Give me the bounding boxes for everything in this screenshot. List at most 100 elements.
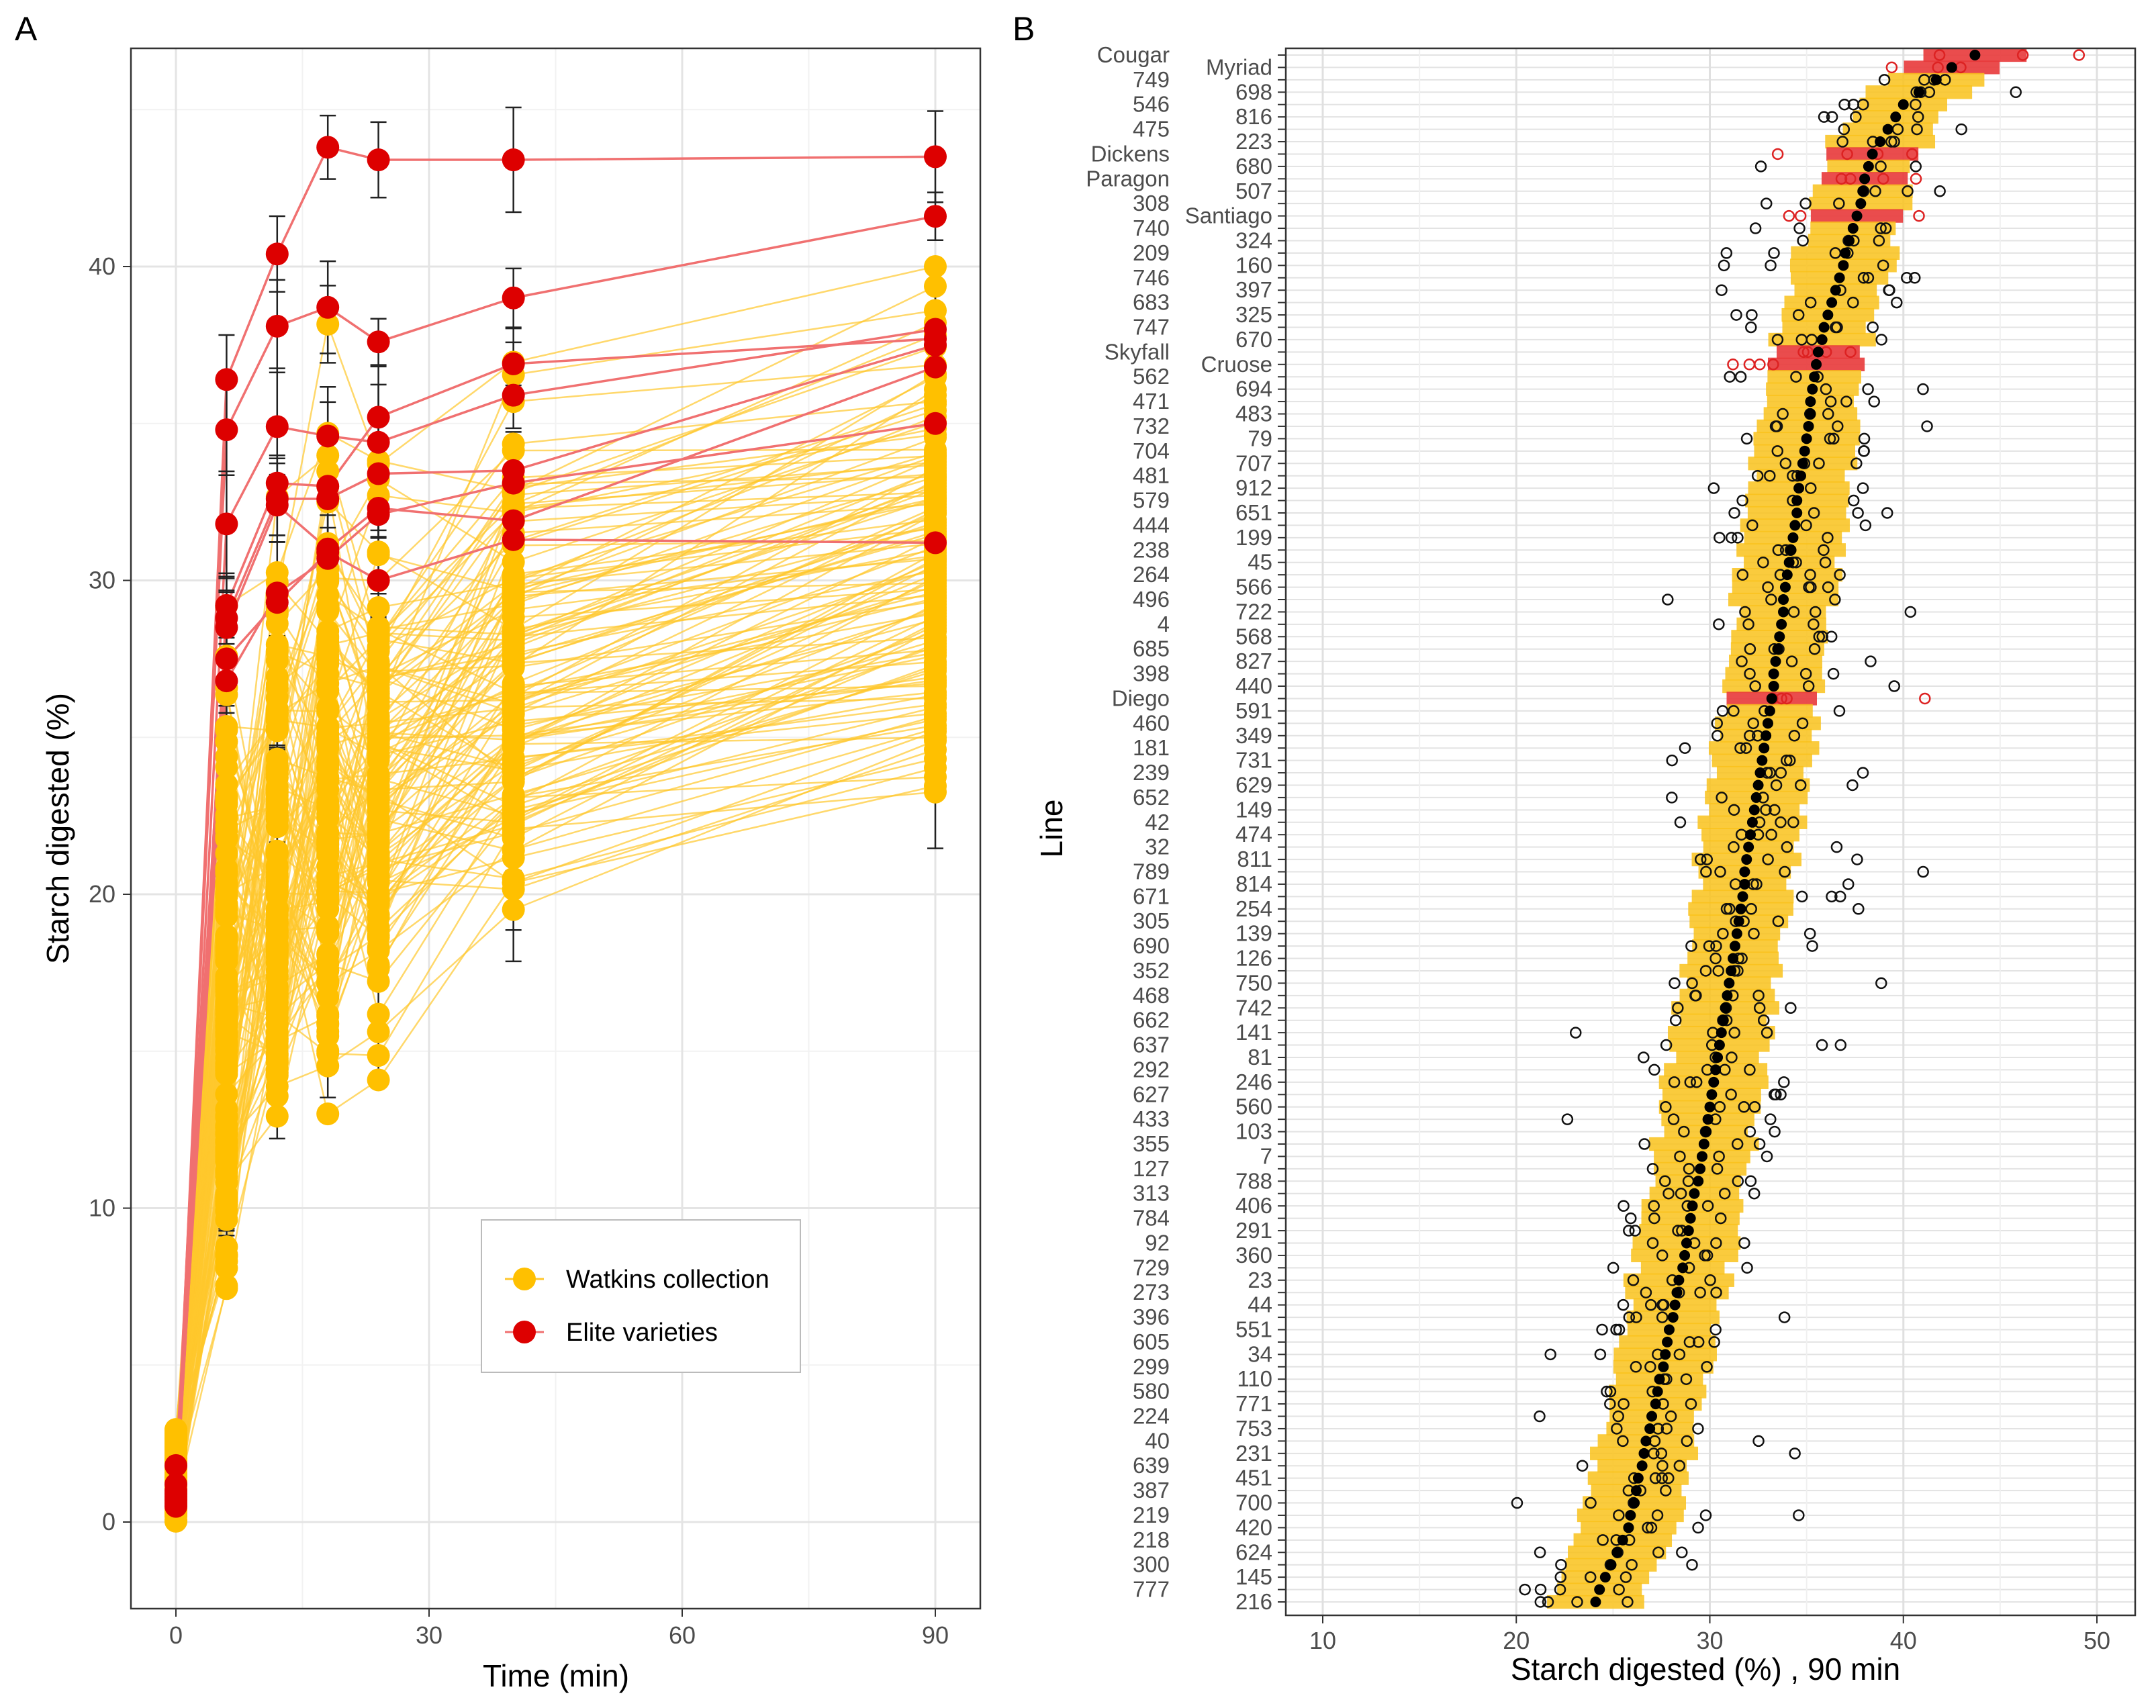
replicate-point	[1690, 1076, 1703, 1088]
mean-point-551	[1663, 1324, 1675, 1335]
replicate-point	[1813, 457, 1825, 470]
y-tick-label-223: 223	[1235, 129, 1272, 154]
replicate-point	[1917, 383, 1929, 395]
elite-point-myriad	[924, 205, 947, 228]
elite-point-cougar	[502, 148, 525, 172]
mean-point-160	[1838, 260, 1849, 271]
replicate-point	[1827, 667, 1840, 680]
replicate-point	[1771, 445, 1784, 457]
mean-point-546	[1897, 99, 1909, 110]
replicate-point	[1710, 1237, 1722, 1249]
y-tick-label-507: 507	[1235, 179, 1272, 203]
replicate-point	[1644, 1361, 1656, 1373]
y-tick-label-683: 683	[1133, 290, 1170, 315]
mean-point-460	[1762, 718, 1773, 729]
mean-point-224	[1646, 1411, 1658, 1422]
replicate-point	[1645, 1521, 1658, 1534]
replicate-point	[1534, 1410, 1546, 1423]
watkins-point	[215, 755, 238, 779]
replicate-point	[1828, 432, 1840, 445]
watkins-point	[215, 1165, 238, 1188]
y-tick-label-694: 694	[1235, 377, 1272, 401]
panel-b-x-title: Starch digested (%) , 90 min	[1511, 1652, 1900, 1687]
y-tick-label-149: 149	[1235, 797, 1272, 822]
x-tick-label: 90	[922, 1621, 949, 1649]
replicate-point	[1891, 296, 1903, 309]
replicate-point	[1618, 1200, 1630, 1212]
elite-point-skyfall	[265, 493, 289, 517]
replicate-point	[1754, 160, 1767, 173]
y-tick-label-444: 444	[1133, 512, 1170, 537]
y-tick-label-433: 433	[1133, 1106, 1170, 1131]
panel-a-axis-ticks: 0 30 60 90 0 10 20 30 40	[89, 252, 949, 1649]
elite-point-cougar	[215, 368, 238, 391]
mean-point-788	[1693, 1176, 1704, 1187]
y-tick-label: 30	[89, 567, 115, 594]
y-tick-label-324: 324	[1235, 228, 1272, 252]
replicate-point	[1877, 259, 1889, 272]
replicate-point	[1651, 1509, 1664, 1521]
watkins-point	[316, 769, 340, 792]
replicate-point	[1904, 606, 1917, 618]
mean-point-139	[1731, 928, 1742, 939]
mean-point-387	[1630, 1485, 1642, 1497]
replicate-point	[1718, 259, 1730, 272]
replicate-point	[1561, 1113, 1574, 1125]
replicate-point	[1669, 977, 1681, 990]
y-tick-label-568: 568	[1235, 624, 1272, 649]
replicate-point	[1808, 618, 1820, 630]
watkins-point	[367, 969, 390, 993]
replicate-point	[1834, 569, 1846, 581]
watkins-point	[316, 312, 340, 336]
replicate-point	[1741, 1262, 1753, 1274]
y-tick-label-814: 814	[1235, 871, 1272, 896]
y-tick-label: 20	[89, 880, 115, 908]
replicate-point	[1618, 1398, 1630, 1410]
replicate-point	[1795, 890, 1808, 903]
replicate-point	[1804, 296, 1817, 309]
elite-point-diego	[215, 647, 238, 671]
y-tick-label-690: 690	[1133, 933, 1170, 958]
y-tick-label-750: 750	[1235, 970, 1272, 995]
replicate-point	[1850, 111, 1862, 123]
replicate-point	[1736, 569, 1749, 581]
watkins-point	[316, 639, 340, 663]
mean-point-181	[1759, 743, 1770, 754]
replicate-point	[1585, 1497, 1597, 1509]
watkins-point	[265, 884, 289, 907]
replicate-point	[1765, 259, 1777, 272]
y-tick-label-349: 349	[1235, 723, 1272, 748]
replicate-point	[1862, 383, 1874, 395]
replicate-point	[1822, 408, 1834, 420]
replicate-point	[1730, 309, 1742, 321]
mean-point-349	[1761, 730, 1772, 741]
watkins-point	[367, 1020, 390, 1043]
watkins-point	[316, 750, 340, 773]
replicate-point	[1748, 1187, 1761, 1200]
watkins-point	[924, 255, 947, 278]
y-tick-label-496: 496	[1133, 587, 1170, 612]
y-tick-label-624: 624	[1235, 1539, 1272, 1564]
y-tick-label-352: 352	[1133, 958, 1170, 983]
replicate-point	[1859, 519, 1872, 532]
watkins-point	[502, 786, 525, 809]
y-tick-label-460: 460	[1133, 710, 1170, 735]
replicate-point	[1716, 284, 1728, 296]
replicate-point	[1830, 321, 1842, 334]
replicate-point	[1662, 1187, 1675, 1200]
replicate-point	[1850, 457, 1863, 470]
replicate-point	[1770, 1088, 1782, 1101]
replicate-point	[1911, 123, 1923, 136]
elite-point-dickens	[265, 415, 289, 438]
replicate-point	[1834, 890, 1846, 903]
mean-point-729	[1677, 1262, 1689, 1274]
mean-point-740	[1847, 223, 1859, 234]
mean-point-diego	[1766, 693, 1777, 704]
watkins-point	[367, 1002, 390, 1026]
replicate-point	[1757, 1014, 1770, 1027]
replicate-point	[1732, 532, 1744, 544]
replicate-point	[1816, 630, 1828, 643]
watkins-point	[367, 848, 390, 871]
mean-point-299	[1658, 1361, 1669, 1372]
legend-elite-label: Elite varieties	[566, 1319, 718, 1347]
